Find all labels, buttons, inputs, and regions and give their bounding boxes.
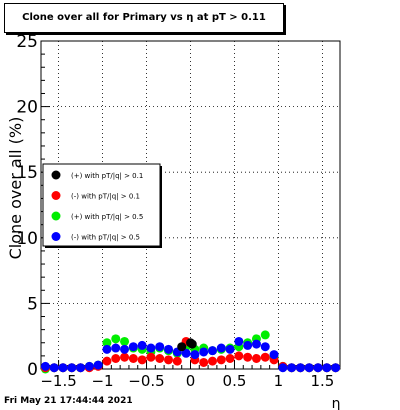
x-tick-label: 1 — [274, 372, 284, 390]
data-point — [155, 342, 165, 352]
data-point — [251, 339, 261, 349]
chart-title-box: Clone over all for Primary vs η at pT > … — [4, 3, 284, 33]
data-point — [225, 344, 235, 354]
data-point — [216, 355, 226, 365]
data-point — [234, 336, 244, 346]
data-point — [322, 363, 332, 373]
data-point — [120, 344, 130, 354]
data-point — [260, 342, 270, 352]
data-point — [137, 355, 147, 365]
data-point — [49, 363, 59, 373]
data-point — [304, 363, 314, 373]
data-point — [207, 346, 217, 356]
x-axis-label: η — [332, 396, 341, 410]
data-point — [251, 354, 261, 364]
data-point — [177, 342, 187, 352]
data-point — [164, 355, 174, 365]
data-point — [269, 350, 279, 360]
data-point — [128, 354, 138, 364]
data-point — [187, 339, 197, 349]
data-point — [287, 363, 297, 373]
data-point — [102, 356, 112, 366]
data-point — [120, 336, 130, 346]
data-point — [243, 352, 253, 362]
chart-title: Clone over all for Primary vs η at pT > … — [22, 12, 266, 23]
data-point — [67, 363, 77, 373]
data-point — [172, 356, 182, 366]
legend: (+) with pT/|q| > 0.1 (-) with pT/|q| > 0… — [42, 163, 162, 248]
x-tick-label: −1.5 — [40, 372, 76, 390]
data-point — [93, 360, 103, 370]
legend-box — [42, 163, 161, 247]
data-point — [331, 363, 341, 373]
data-point — [155, 354, 165, 364]
legend-label: (+) with pT/|q| > 0.5 — [71, 213, 143, 221]
legend-marker — [51, 211, 61, 221]
y-tick-label: 10 — [16, 229, 38, 249]
legend-label: (-) with pT/|q| > 0.1 — [71, 193, 140, 201]
data-point — [128, 342, 138, 352]
data-point — [260, 330, 270, 340]
data-point — [199, 347, 209, 357]
data-point — [313, 363, 323, 373]
data-point — [137, 340, 147, 350]
legend-marker — [51, 232, 61, 241]
data-point — [225, 354, 235, 364]
legend-marker — [51, 191, 61, 200]
data-point — [199, 357, 209, 367]
x-tick-label: −1 — [91, 372, 113, 390]
data-point — [181, 348, 191, 358]
data-point — [58, 363, 68, 373]
data-point — [243, 340, 253, 350]
data-point — [102, 344, 112, 354]
data-point — [207, 356, 217, 366]
data-point — [164, 344, 174, 354]
data-point — [111, 334, 121, 344]
data-point — [111, 354, 121, 364]
data-point — [102, 338, 112, 348]
x-tick-label: 0.5 — [223, 372, 247, 390]
x-tick-label: −0.5 — [128, 372, 164, 390]
data-point — [234, 351, 244, 361]
data-point — [111, 343, 121, 353]
data-point — [260, 352, 270, 362]
data-point — [216, 343, 226, 353]
legend-label: (+) with pT/|q| > 0.1 — [71, 172, 143, 180]
data-point — [146, 352, 156, 362]
y-axis-label: Clone over all (%) — [6, 117, 25, 260]
y-tick-label: 5 — [27, 294, 38, 314]
data-point — [146, 343, 156, 353]
data-point — [295, 363, 305, 373]
y-tick-label: 15 — [16, 163, 38, 183]
timestamp: Fri May 21 17:44:44 2021 — [4, 396, 133, 406]
x-tick-label: 0 — [186, 372, 196, 390]
data-point — [76, 363, 86, 373]
y-tick-label: 0 — [27, 360, 38, 380]
legend-marker — [51, 170, 61, 180]
data-point — [84, 361, 94, 371]
data-point — [120, 352, 130, 362]
x-tick-label: 1.5 — [310, 372, 334, 390]
legend-label: (-) with pT/|q| > 0.5 — [71, 234, 140, 242]
data-point — [190, 350, 200, 360]
y-tick-label: 20 — [16, 98, 38, 118]
data-point — [40, 361, 50, 371]
data-point — [278, 363, 288, 373]
y-tick-label: 25 — [16, 32, 38, 52]
